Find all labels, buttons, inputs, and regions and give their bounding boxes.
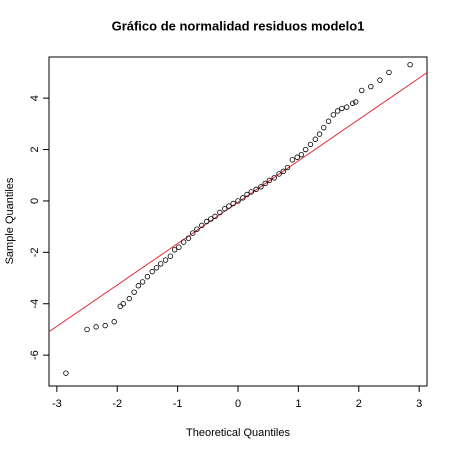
point — [149, 268, 155, 275]
point — [377, 77, 383, 83]
y-tick-label: 2 — [29, 146, 41, 152]
point — [284, 164, 291, 171]
x-tick-label: 2 — [356, 398, 362, 410]
y-tick-label: -2 — [29, 247, 41, 257]
point — [302, 146, 309, 153]
point — [176, 244, 182, 250]
point — [190, 230, 196, 236]
point — [321, 124, 327, 131]
point — [240, 195, 246, 201]
point — [339, 105, 345, 112]
x-tick-label: 1 — [295, 398, 301, 410]
point — [120, 301, 126, 307]
point — [230, 200, 236, 207]
point — [63, 370, 69, 376]
point — [131, 289, 137, 295]
point — [162, 257, 169, 263]
x-tick-label: 3 — [416, 398, 422, 410]
y-tick-label: 4 — [29, 95, 41, 101]
point — [139, 279, 146, 285]
point — [199, 222, 205, 229]
chart-title: Gráfico de normalidad residuos modelo1 — [112, 18, 365, 33]
point — [266, 177, 273, 184]
point — [307, 141, 314, 148]
point — [235, 198, 241, 204]
y-tick-label: -6 — [29, 350, 41, 360]
point — [280, 168, 286, 175]
point — [135, 283, 142, 289]
point — [298, 151, 305, 158]
point — [248, 189, 254, 195]
point — [258, 184, 264, 190]
point — [368, 83, 374, 90]
point — [117, 303, 123, 310]
point — [276, 171, 282, 177]
plot-box — [48, 56, 428, 387]
x-tick-label: -1 — [173, 398, 183, 410]
point — [208, 216, 214, 222]
point — [158, 261, 164, 267]
point — [334, 108, 341, 114]
point — [111, 319, 117, 325]
point — [244, 191, 250, 198]
point — [294, 154, 300, 160]
point — [185, 235, 192, 241]
y-axis-label: Sample Quantiles — [4, 177, 16, 264]
point — [350, 100, 356, 106]
x-tick-label: -3 — [52, 398, 62, 410]
point — [93, 324, 99, 330]
point — [212, 213, 218, 220]
x-tick-label: 0 — [235, 398, 241, 410]
point — [171, 247, 178, 253]
point — [353, 99, 359, 105]
point — [407, 62, 413, 68]
x-tick-label: -2 — [112, 398, 122, 410]
point — [153, 265, 160, 271]
point — [262, 180, 268, 187]
point — [386, 69, 392, 76]
y-tick-label: -4 — [29, 299, 41, 309]
point — [167, 253, 174, 259]
point — [253, 186, 259, 193]
point — [126, 295, 133, 302]
point — [226, 203, 232, 209]
point — [330, 112, 337, 118]
point — [217, 209, 223, 216]
point — [271, 175, 277, 181]
point — [203, 218, 210, 225]
y-tick-label: 0 — [29, 198, 41, 204]
point — [359, 87, 365, 94]
point — [325, 118, 332, 124]
point — [222, 205, 228, 212]
point — [312, 136, 318, 142]
x-axis-label: Theoretical Quantiles — [186, 427, 290, 439]
reference-line — [49, 72, 427, 333]
point — [343, 104, 350, 110]
point — [180, 239, 187, 245]
point — [144, 274, 151, 280]
point — [194, 226, 200, 232]
point — [289, 157, 296, 163]
point — [316, 131, 323, 137]
point — [102, 322, 108, 329]
point — [84, 326, 90, 333]
